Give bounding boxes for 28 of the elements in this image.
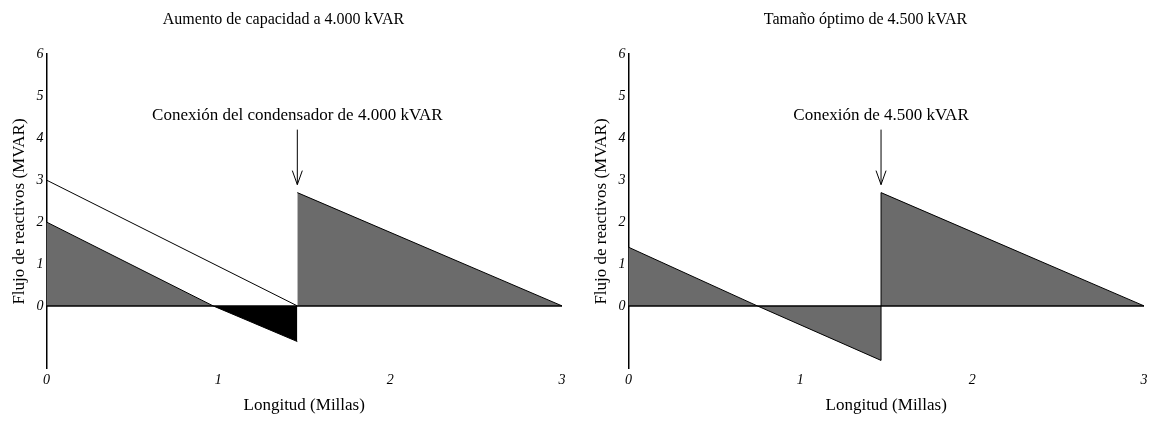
x-tick-label: 1: [796, 371, 804, 387]
y-axis-title: Flujo de reactivos (MVAR): [590, 118, 610, 305]
x-tick-label: 2: [968, 371, 976, 387]
x-tick-label: 1: [214, 371, 222, 387]
y-tick-label: 3: [617, 171, 626, 187]
y-tick-label: 1: [36, 255, 44, 271]
y-tick-label: 4: [618, 129, 626, 145]
chart-title: Aumento de capacidad a 4.000 kVAR: [162, 9, 405, 28]
y-tick-label: 0: [618, 297, 626, 313]
y-axis-title: Flujo de reactivos (MVAR): [8, 118, 28, 305]
y-tick-label: 2: [36, 213, 44, 229]
y-tick-label: 1: [618, 255, 626, 271]
chart-title: Tamaño óptimo de 4.500 kVAR: [763, 9, 968, 28]
y-tick-label: 6: [36, 45, 44, 61]
y-tick-label: 2: [618, 213, 626, 229]
y-tick-label: 5: [618, 87, 626, 103]
x-tick-label: 2: [386, 371, 394, 387]
annotation: Conexión del condensador de 4.000 kVAR: [152, 104, 444, 124]
x-tick-label: 3: [557, 371, 566, 387]
y-tick-label: 3: [35, 171, 44, 187]
x-axis-title: Longitud (Millas): [243, 395, 365, 415]
annotation: Conexión de 4.500 kVAR: [793, 104, 970, 124]
y-tick-label: 4: [36, 129, 44, 145]
y-tick-label: 5: [36, 87, 44, 103]
x-axis-title: Longitud (Millas): [825, 395, 947, 415]
y-tick-label: 6: [618, 45, 626, 61]
y-tick-label: 0: [36, 297, 44, 313]
x-tick-label: 3: [1139, 371, 1148, 387]
